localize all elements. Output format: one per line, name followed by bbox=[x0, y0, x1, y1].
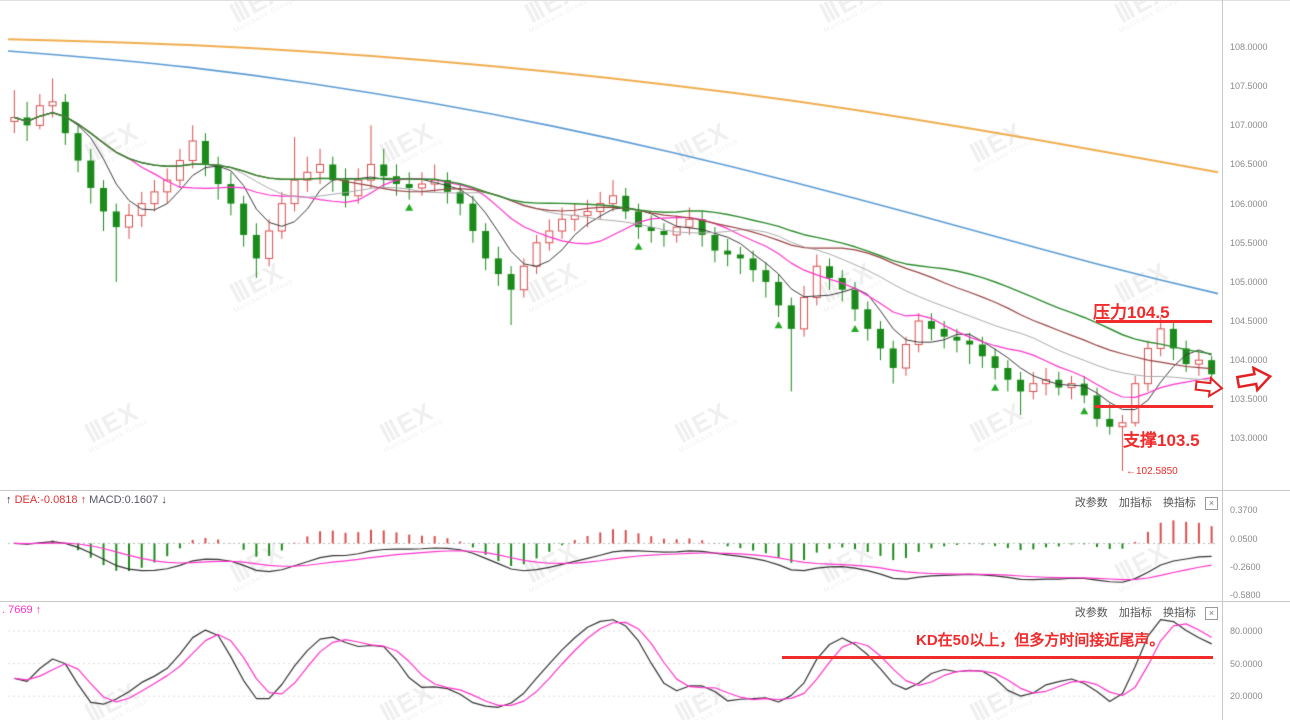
macd-switch-indicator-button[interactable]: 换指标 bbox=[1162, 497, 1196, 509]
main-macd-divider[interactable] bbox=[0, 490, 1290, 491]
macd-kd-divider[interactable] bbox=[0, 601, 1290, 602]
macd-toolbar: 改参数 加指标 换指标 × bbox=[1067, 494, 1218, 510]
axis-tick-label: 103.0000 bbox=[1230, 433, 1268, 444]
right-arrows-drawing bbox=[1194, 365, 1273, 398]
kd-change-params-button[interactable]: 改参数 bbox=[1074, 607, 1108, 619]
resistance-line bbox=[1096, 320, 1212, 323]
axis-tick-label: 104.0000 bbox=[1230, 355, 1268, 366]
top-border bbox=[0, 0, 1290, 1]
macd-indicator-readout: ↑ DEA:-0.0818 ↑ MACD:0.1607 ↓ bbox=[6, 494, 167, 506]
kd-annotation: KD在50以上，但多方时间接近尾声。 bbox=[916, 632, 1165, 649]
axis-tick-label: 106.5000 bbox=[1230, 159, 1268, 170]
axis-tick-label: 80.0000 bbox=[1230, 625, 1263, 636]
axis-tick-label: 107.5000 bbox=[1230, 81, 1268, 92]
axis-tick-label: -0.5800 bbox=[1230, 590, 1261, 601]
axis-tick-label: 104.5000 bbox=[1230, 316, 1268, 327]
axis-tick-label: 0.0500 bbox=[1230, 533, 1258, 544]
axis-tick-label: -0.2600 bbox=[1230, 561, 1261, 572]
kd-indicator-readout: . 7669 ↑ bbox=[2, 604, 42, 616]
macd-change-params-button[interactable]: 改参数 bbox=[1074, 497, 1108, 509]
axis-tick-label: 20.0000 bbox=[1230, 691, 1263, 702]
axis-tick-label: 105.0000 bbox=[1230, 276, 1268, 287]
axis-tick-label: 108.0000 bbox=[1230, 42, 1268, 53]
macd-arrow-1: ↑ bbox=[6, 494, 12, 506]
axis-divider bbox=[1222, 0, 1223, 720]
price-chart-canvas[interactable] bbox=[0, 0, 1222, 720]
axis-tick-label: 107.0000 bbox=[1230, 120, 1268, 131]
axis-tick-label: 50.0000 bbox=[1230, 658, 1263, 669]
large-right-arrow-icon bbox=[1235, 365, 1273, 393]
axis-tick-label: 106.0000 bbox=[1230, 198, 1268, 209]
kd-switch-indicator-button[interactable]: 换指标 bbox=[1162, 607, 1196, 619]
kd-close-icon[interactable]: × bbox=[1205, 606, 1218, 620]
resistance-annotation: 压力104.5 bbox=[1093, 303, 1170, 322]
macd-arrow-2: ↑ bbox=[80, 494, 87, 506]
price-axis[interactable]: 108.0000 107.5000 107.0000 106.5000 106.0000… bbox=[1222, 0, 1290, 720]
dea-value: DEA:-0.0818 bbox=[14, 494, 78, 506]
macd-arrow-3: ↓ bbox=[161, 494, 167, 506]
axis-tick-label: 105.5000 bbox=[1230, 237, 1268, 248]
kd-annotation-underline bbox=[782, 656, 1213, 659]
macd-add-indicator-button[interactable]: 加指标 bbox=[1118, 497, 1152, 509]
support-line bbox=[1095, 405, 1213, 408]
macd-close-icon[interactable]: × bbox=[1205, 496, 1218, 510]
macd-value: MACD:0.1607 bbox=[89, 494, 159, 506]
support-annotation: 支撑103.5 bbox=[1123, 431, 1200, 450]
small-right-arrow-icon bbox=[1194, 376, 1224, 398]
low-price-marker: ←102.5850 bbox=[1126, 466, 1178, 477]
axis-tick-label: 103.5000 bbox=[1230, 394, 1268, 405]
kd-toolbar: 改参数 加指标 换指标 × bbox=[1067, 604, 1218, 620]
axis-tick-label: 0.3700 bbox=[1230, 505, 1258, 516]
kd-add-indicator-button[interactable]: 加指标 bbox=[1118, 607, 1152, 619]
